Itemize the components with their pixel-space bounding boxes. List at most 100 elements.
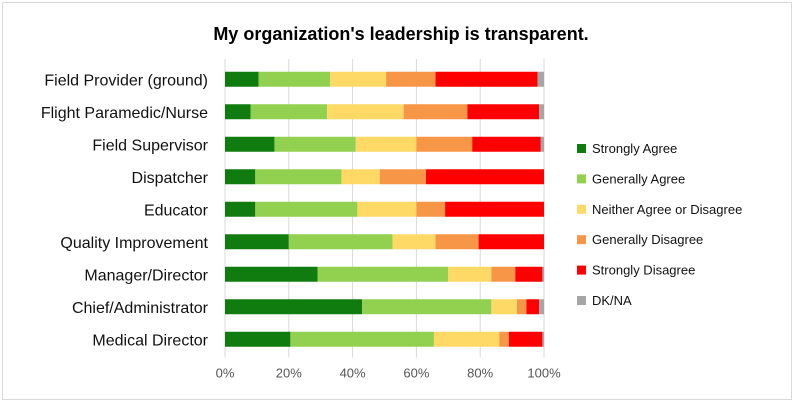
bar-segment (258, 71, 331, 87)
bar-row (225, 266, 544, 282)
legend-item: Neither Agree or Disagree (577, 202, 742, 217)
bar-segment (403, 104, 468, 120)
x-tick-label: 60% (403, 366, 429, 381)
category-labels: Field Provider (ground) Flight Paramedic/… (41, 72, 209, 349)
bar-segment (355, 136, 417, 152)
bar-segment (341, 169, 380, 185)
legend-label: Neither Agree or Disagree (592, 202, 742, 217)
bar-segment (225, 136, 275, 152)
bar-segment (225, 169, 256, 185)
legend-item: Strongly Disagree (577, 263, 695, 278)
legend-label: DK/NA (592, 293, 632, 308)
bar-segment (540, 136, 544, 152)
bars (225, 71, 544, 347)
bar-segment (225, 234, 289, 250)
legend-item: DK/NA (577, 293, 632, 308)
bar-segment (327, 104, 404, 120)
bar-segment (225, 71, 259, 87)
bar-segment (392, 234, 436, 250)
legend-swatch (577, 265, 586, 275)
legend-label: Generally Agree (592, 171, 685, 186)
bar-segment (435, 71, 538, 87)
x-tick-label: 100% (527, 366, 561, 381)
x-axis-ticks: 0% 20% 40% 60% 80% 100% (216, 366, 561, 381)
bar-segment (491, 266, 516, 282)
bar-row (225, 136, 544, 152)
category-label: Field Supervisor (92, 137, 208, 154)
legend-swatch (577, 296, 586, 305)
bar-segment (516, 299, 527, 315)
bar-segment (225, 299, 363, 315)
bar-segment (472, 136, 541, 152)
bar-segment (362, 299, 492, 315)
bar-segment (542, 331, 544, 347)
bar-segment (317, 266, 449, 282)
bar-segment (225, 201, 256, 217)
category-label: Field Provider (ground) (44, 72, 208, 89)
bar-segment (433, 331, 500, 347)
bar-segment (445, 201, 544, 217)
legend-item: Generally Agree (577, 171, 685, 186)
bar-segment (386, 71, 436, 87)
bar-segment (542, 266, 544, 282)
legend: Strongly Agree Generally Agree Neither Agr… (577, 141, 742, 308)
bar-segment (416, 201, 446, 217)
bar-segment (255, 169, 342, 185)
bar-row (225, 104, 544, 120)
legend-swatch (577, 235, 586, 245)
bar-segment (330, 71, 387, 87)
bar-row (225, 234, 544, 250)
bar-segment (290, 331, 434, 347)
legend-label: Strongly Disagree (592, 263, 695, 278)
bar-segment (467, 104, 540, 120)
legend-swatch (577, 144, 586, 153)
bar-segment (274, 136, 356, 152)
x-tick-label: 80% (467, 366, 493, 381)
bar-segment (539, 104, 544, 120)
bar-segment (515, 266, 543, 282)
bar-segment (225, 104, 251, 120)
bar-segment (526, 299, 540, 315)
bar-segment (499, 331, 509, 347)
x-tick-label: 20% (276, 366, 302, 381)
bar-segment (539, 299, 544, 315)
chart-frame: My organization's leadership is transpar… (2, 2, 792, 400)
bar-segment (357, 201, 417, 217)
x-tick-label: 0% (216, 366, 235, 381)
bar-segment (379, 169, 426, 185)
category-label: Medical Director (92, 332, 208, 349)
category-label: Flight Paramedic/Nurse (41, 105, 208, 122)
bar-row (225, 71, 544, 87)
legend-swatch (577, 174, 586, 184)
bar-row (225, 331, 544, 347)
bar-segment (416, 136, 473, 152)
chart-title: My organization's leadership is transpar… (213, 24, 588, 44)
bar-segment (288, 234, 393, 250)
bar-row (225, 201, 544, 217)
legend-item: Strongly Agree (577, 141, 677, 156)
bar-segment (508, 331, 543, 347)
x-tick-label: 40% (340, 366, 366, 381)
legend-label: Strongly Agree (592, 141, 677, 156)
bar-segment (537, 71, 544, 87)
bar-segment (478, 234, 544, 250)
legend-swatch (577, 204, 586, 214)
category-label: Educator (144, 202, 209, 219)
bar-row (225, 169, 544, 185)
legend-label: Generally Disagree (592, 232, 703, 247)
legend-item: Generally Disagree (577, 232, 703, 247)
category-label: Quality Improvement (60, 235, 208, 252)
category-label: Chief/Administrator (72, 300, 209, 317)
bar-segment (448, 266, 492, 282)
bar-segment (255, 201, 358, 217)
bar-segment (425, 169, 544, 185)
stacked-bar-chart: My organization's leadership is transpar… (41, 24, 742, 381)
bar-segment (225, 266, 318, 282)
bar-segment (435, 234, 479, 250)
bar-segment (491, 299, 517, 315)
bar-segment (250, 104, 328, 120)
bar-row (225, 299, 544, 315)
category-label: Dispatcher (132, 170, 209, 187)
bar-segment (225, 331, 291, 347)
category-label: Manager/Director (84, 267, 208, 284)
